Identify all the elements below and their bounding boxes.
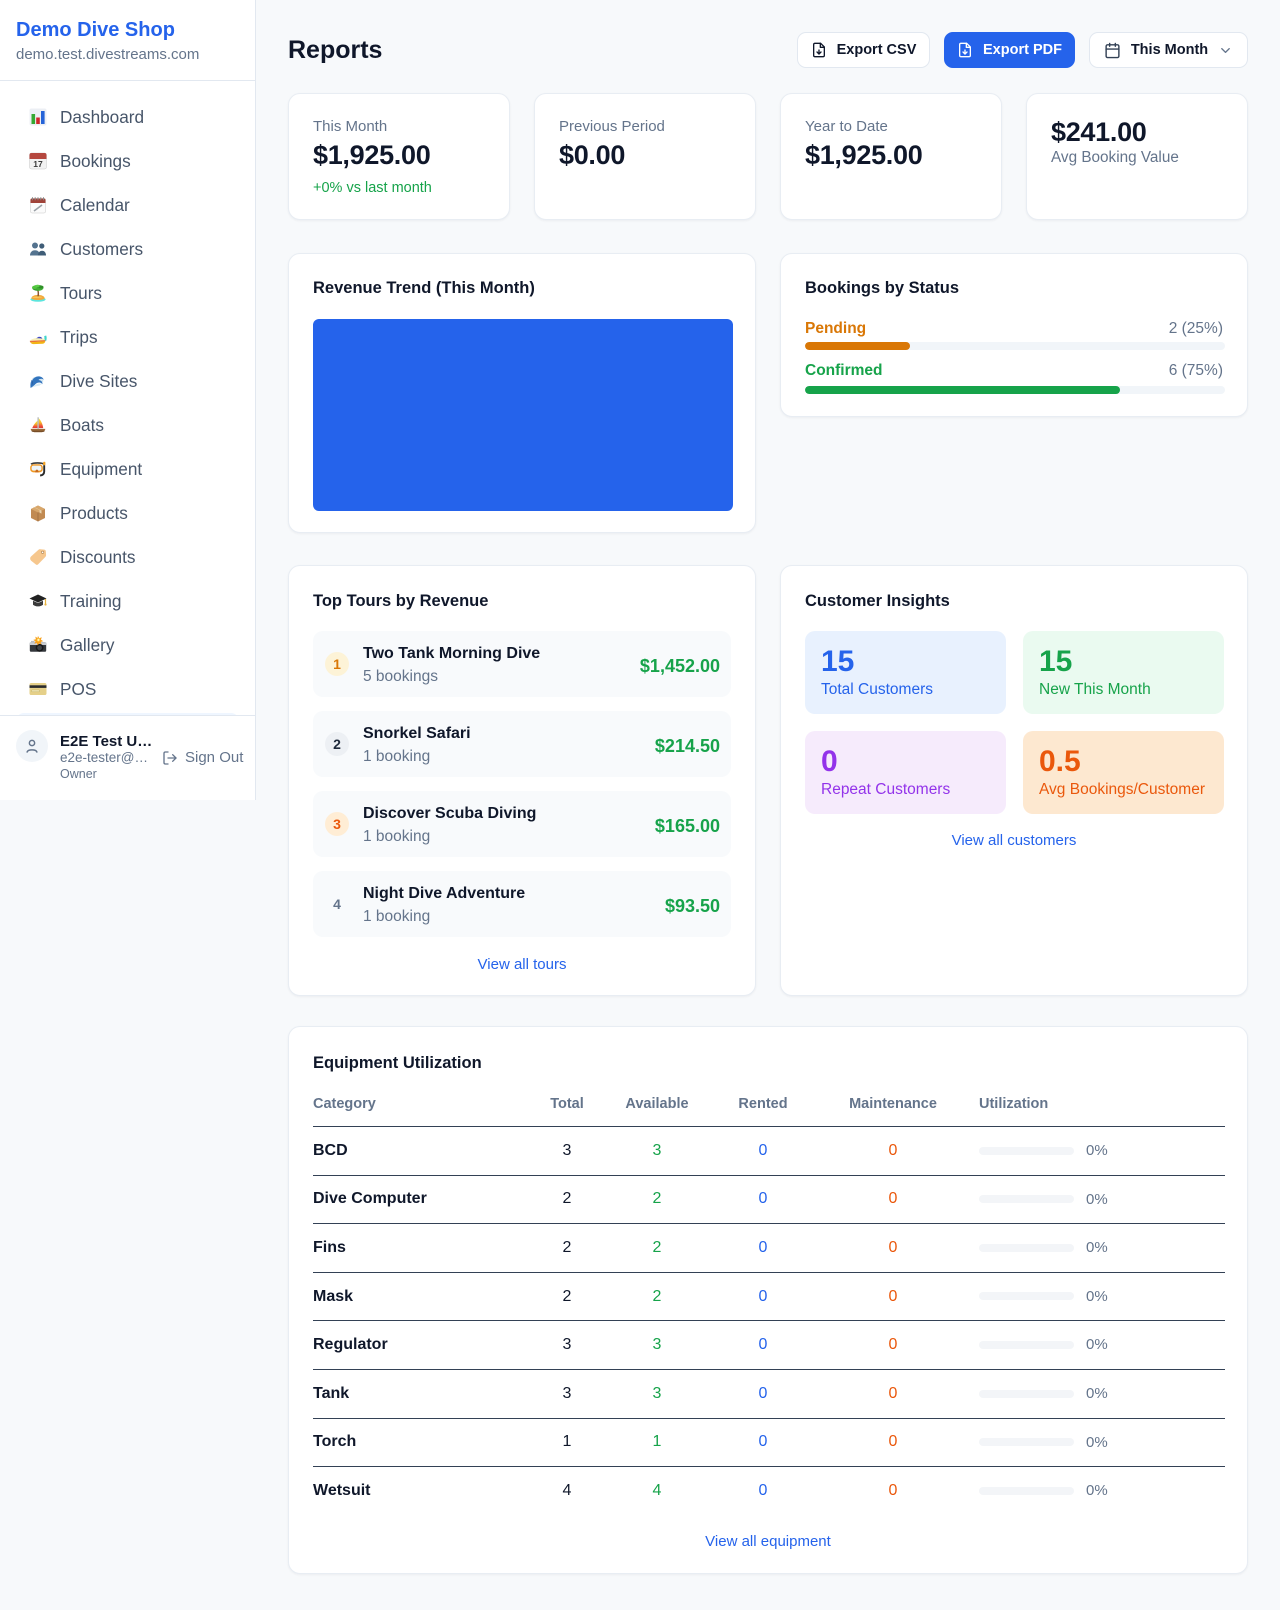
svg-text:17: 17 <box>33 159 43 169</box>
